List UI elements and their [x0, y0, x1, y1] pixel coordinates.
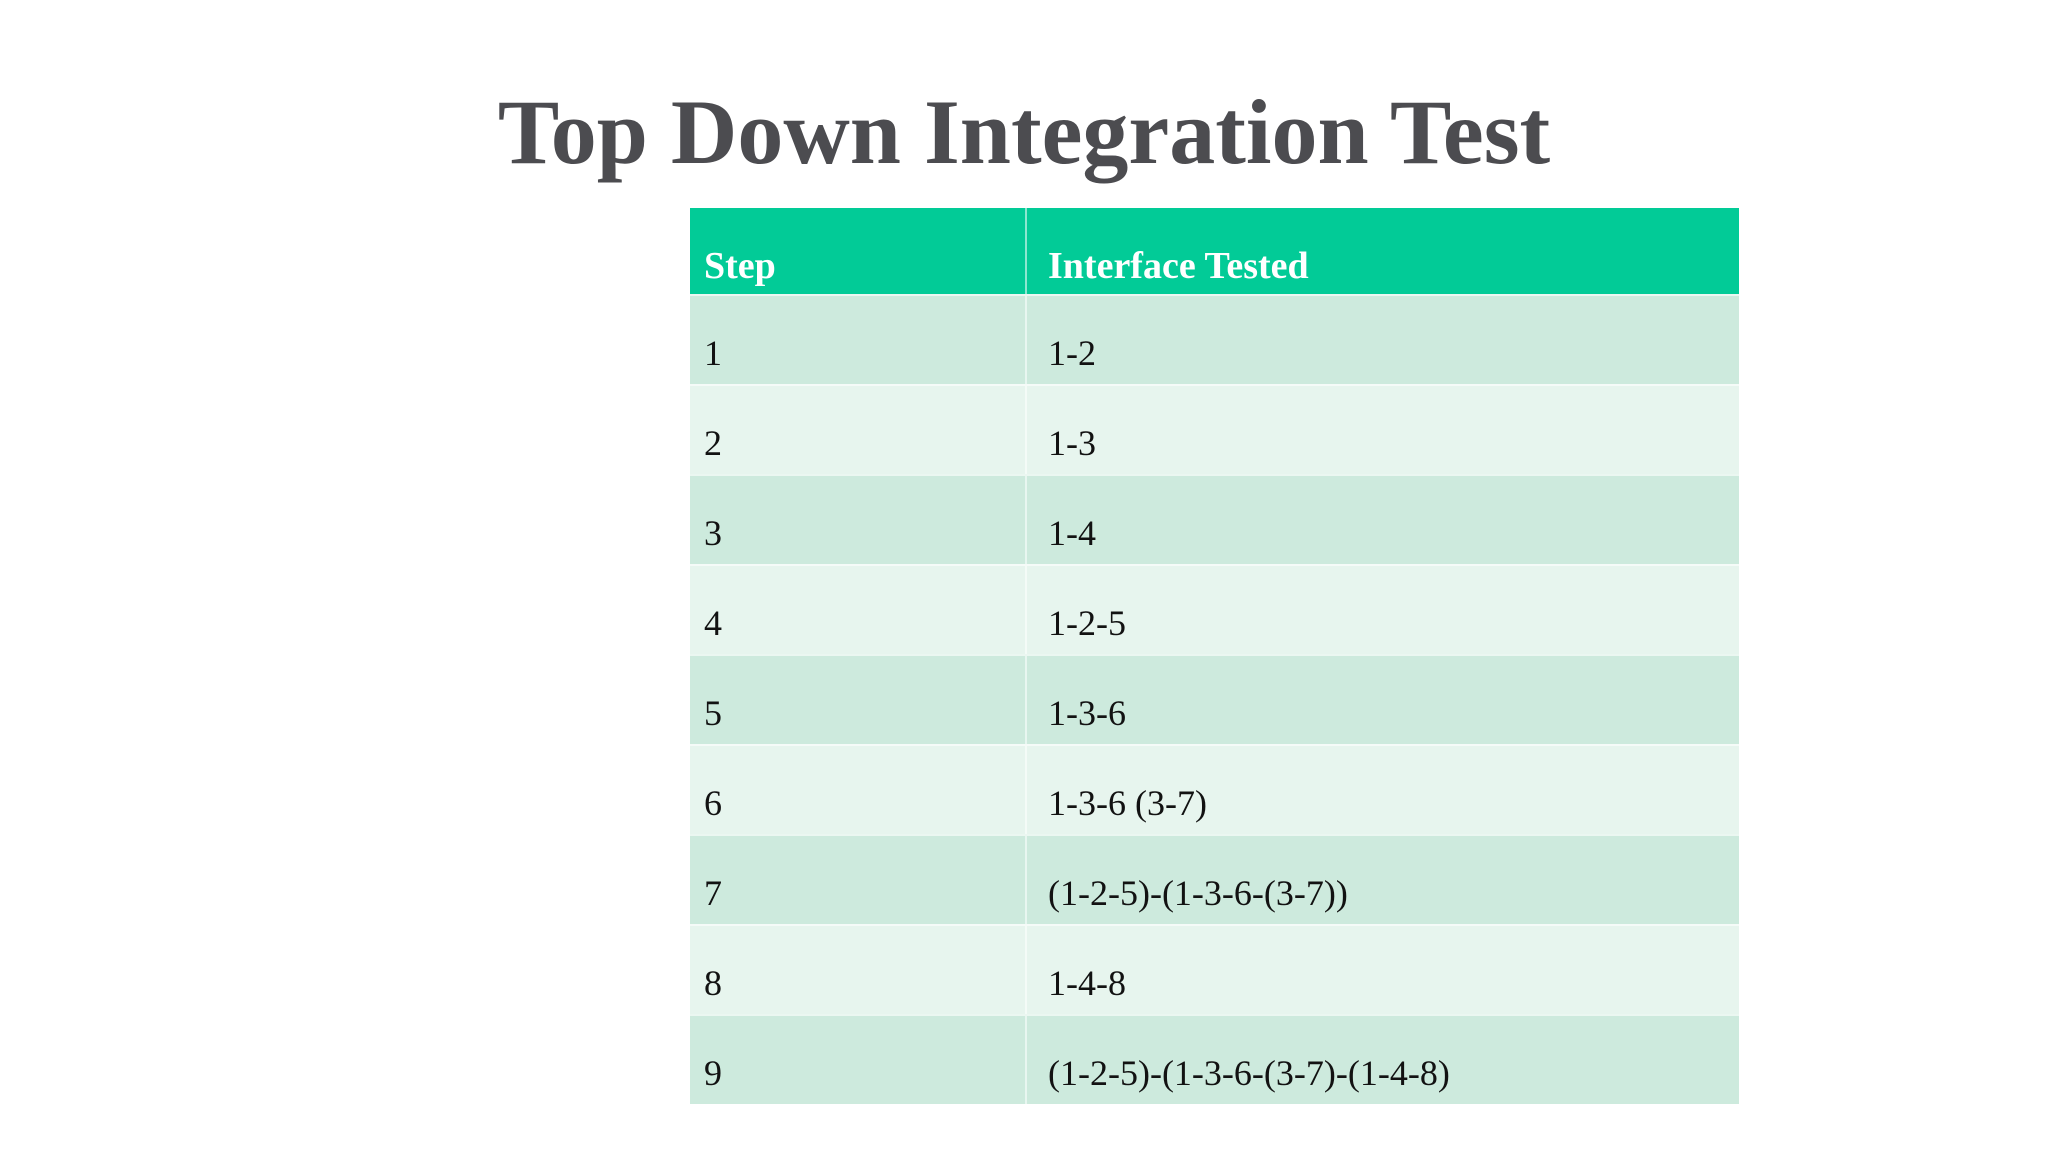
- cell-interface-tested: (1-2-5)-(1-3-6-(3-7)-(1-4-8): [1025, 1016, 1739, 1104]
- cell-interface-tested: 1-2: [1025, 296, 1739, 384]
- cell-step: 8: [704, 963, 722, 1003]
- cell-interface-tested: 1-4: [1025, 476, 1739, 564]
- integration-test-table: Step Interface Tested 1 1-2 2 1-3 3 1-4 …: [690, 208, 1739, 1104]
- page-title: Top Down Integration Test: [497, 81, 1551, 183]
- table-row: 2 1-3: [690, 384, 1739, 474]
- table-body: 1 1-2 2 1-3 3 1-4 4 1-2-5 5 1-3-6 6 1-3-…: [690, 294, 1739, 1104]
- table-row: 7 (1-2-5)-(1-3-6-(3-7)): [690, 834, 1739, 924]
- cell-interface-tested: 1-3-6: [1025, 656, 1739, 744]
- cell-step: 4: [704, 603, 722, 643]
- column-header-interface-tested: Interface Tested: [1025, 208, 1739, 294]
- cell-interface-tested: (1-2-5)-(1-3-6-(3-7)): [1025, 836, 1739, 924]
- cell-interface-tested: 1-4-8: [1025, 926, 1739, 1014]
- cell-interface-tested: 1-2-5: [1025, 566, 1739, 654]
- cell-step: 2: [704, 423, 722, 463]
- cell-step: 3: [704, 513, 722, 553]
- cell-step: 1: [704, 333, 722, 373]
- table-row: 4 1-2-5: [690, 564, 1739, 654]
- column-header-step: Step: [704, 245, 776, 287]
- table-row: 9 (1-2-5)-(1-3-6-(3-7)-(1-4-8): [690, 1014, 1739, 1104]
- table-row: 1 1-2: [690, 294, 1739, 384]
- cell-step: 9: [704, 1053, 722, 1093]
- cell-step: 7: [704, 873, 722, 913]
- table-row: 6 1-3-6 (3-7): [690, 744, 1739, 834]
- table-row: 8 1-4-8: [690, 924, 1739, 1014]
- table-header-row: Step Interface Tested: [690, 208, 1739, 294]
- cell-step: 5: [704, 693, 722, 733]
- cell-interface-tested: 1-3-6 (3-7): [1025, 746, 1739, 834]
- table-row: 3 1-4: [690, 474, 1739, 564]
- cell-interface-tested: 1-3: [1025, 386, 1739, 474]
- cell-step: 6: [704, 783, 722, 823]
- table-row: 5 1-3-6: [690, 654, 1739, 744]
